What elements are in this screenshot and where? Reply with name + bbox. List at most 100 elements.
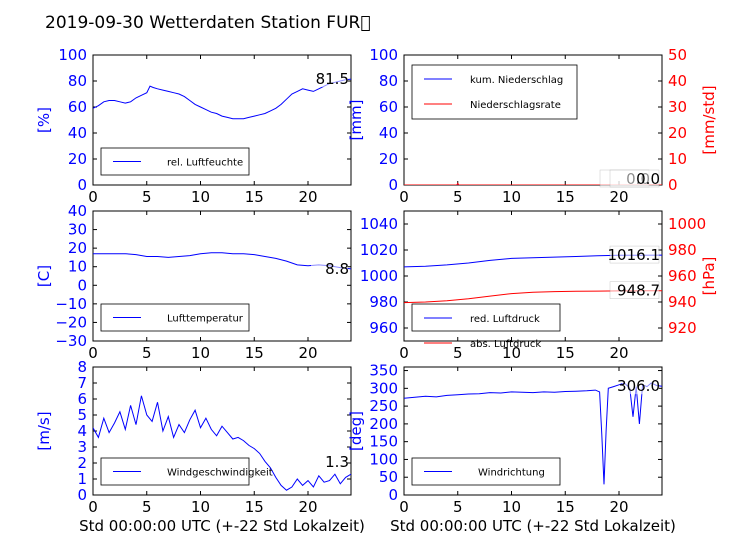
y-tick-label: 1040 [360, 215, 398, 233]
y-tick-right-label: 980 [668, 241, 697, 259]
x-tick-label: 10 [191, 498, 210, 516]
last-value-label: 8.8 [325, 260, 349, 278]
last-value-label: 1016.1 [608, 246, 661, 264]
legend-label: kum. Niederschlag [470, 75, 563, 86]
y-tick-label: 30 [68, 221, 87, 239]
y-axis-label: [m/s] [35, 411, 53, 450]
x-tick-label: 15 [556, 498, 575, 516]
y-tick-label: 980 [369, 293, 398, 311]
x-tick-label: 5 [142, 188, 152, 206]
x-tick-label: 10 [502, 344, 521, 362]
last-value-label: 948.7 [617, 282, 660, 300]
legend-label: Windgeschwindigkeit [167, 468, 273, 479]
last-value-label: 81.5 [316, 70, 349, 88]
legend: rel. Luftfeuchte [100, 147, 250, 176]
x-axis-label: Std 00:00:00 UTC (+-22 Std Lokalzeit) [390, 517, 676, 535]
legend-label: abs. Luftdruck [470, 339, 541, 350]
x-tick-label: 20 [609, 188, 628, 206]
x-tick-label: 10 [502, 498, 521, 516]
last-value-bg [311, 453, 348, 471]
y-tick-label: 50 [379, 468, 398, 486]
y-tick-right-label: 40 [668, 72, 687, 90]
y-tick-label: 150 [369, 433, 398, 451]
y-tick-label: 0 [77, 176, 87, 194]
y-tick-right-label: 20 [668, 124, 687, 142]
y-tick-label: 20 [379, 150, 398, 168]
y-tick-right-label: 1000 [668, 215, 706, 233]
x-tick-label: 10 [191, 344, 210, 362]
series-line-0 [93, 252, 351, 270]
x-tick-label: 5 [453, 188, 463, 206]
last-value-label: 306.0 [617, 377, 660, 395]
y-tick-label: 20 [68, 239, 87, 257]
y-axis-label: [deg] [347, 411, 365, 451]
x-tick-label: 0 [88, 188, 98, 206]
x-tick-label: 20 [298, 498, 317, 516]
x-tick-label: 15 [245, 498, 264, 516]
figure-title: 2019-09-30 Wetterdaten Station FUR  [45, 13, 371, 33]
last-value-label: 1.3 [325, 453, 349, 471]
y-tick-right-label: 30 [668, 98, 687, 116]
y-axis-right-label: [hPa] [700, 257, 718, 296]
y-tick-right-label: 920 [668, 319, 697, 337]
x-tick-label: 0 [88, 344, 98, 362]
x-tick-label: 10 [191, 188, 210, 206]
y-tick-label: 250 [369, 397, 398, 415]
last-value-bg [311, 70, 348, 88]
y-tick-right-label: 940 [668, 293, 697, 311]
x-tick-label: 20 [298, 188, 317, 206]
y-tick-right-label: 50 [668, 46, 687, 64]
y-tick-label: 0 [77, 276, 87, 294]
x-tick-label: 20 [609, 498, 628, 516]
panel-temperature: 0 5 10 15 20−30−20−10010203040[C]Lufttempera… [35, 202, 352, 362]
y-tick-right-label: 10 [668, 150, 687, 168]
x-axis-label: Std 00:00:00 UTC (+-22 Std Lokalzeit) [79, 517, 365, 535]
legend: Windgeschwindigkeit [100, 457, 273, 486]
y-tick-label: 350 [369, 362, 398, 380]
y-tick-label: 8 [77, 358, 87, 376]
y-tick-label: 1000 [360, 267, 398, 285]
legend: Lufttemperatur [100, 303, 250, 332]
x-tick-label: 15 [556, 344, 575, 362]
x-tick-label: 10 [502, 188, 521, 206]
y-tick-label: 80 [379, 72, 398, 90]
panel-pressure: 0 5 10 15 20 960 980 1000 1020 1040 920 940 960 980 10… [360, 210, 718, 362]
y-tick-label: 5 [77, 406, 87, 424]
last-value-bg [609, 281, 660, 299]
y-tick-right-label: 0 [668, 176, 678, 194]
last-value-bg [622, 377, 659, 395]
series-line-0 [93, 78, 351, 120]
last-value-bg [311, 259, 348, 277]
y-tick-label: −10 [55, 295, 87, 313]
y-tick-label: 40 [68, 202, 87, 220]
x-tick-label: 0 [399, 188, 409, 206]
last-value-bg [609, 245, 660, 264]
last-value-bg [609, 169, 660, 188]
y-tick-label: 3 [77, 438, 87, 456]
x-tick-label: 5 [453, 344, 463, 362]
y-tick-label: 2 [77, 454, 87, 472]
y-tick-label: 1020 [360, 241, 398, 259]
x-tick-label: 15 [556, 188, 575, 206]
y-tick-label: 0 [77, 486, 87, 504]
x-tick-label: 0 [88, 498, 98, 516]
y-tick-label: 300 [369, 379, 398, 397]
y-tick-label: −30 [55, 332, 87, 350]
y-tick-label: 10 [68, 258, 87, 276]
y-tick-label: 60 [68, 98, 87, 116]
x-tick-label: 0 [399, 344, 409, 362]
legend-label: rel. Luftfeuchte [167, 158, 243, 169]
y-tick-label: −20 [55, 313, 87, 331]
x-tick-label: 5 [453, 498, 463, 516]
x-tick-label: 5 [142, 344, 152, 362]
legend: red. Luftdruck abs. Luftdruck [411, 303, 561, 350]
y-tick-label: 0 [388, 176, 398, 194]
x-tick-label: 15 [245, 344, 264, 362]
legend: Windrichtung [411, 457, 561, 486]
y-tick-label: 100 [369, 46, 398, 64]
y-axis-label: [C] [35, 265, 53, 287]
